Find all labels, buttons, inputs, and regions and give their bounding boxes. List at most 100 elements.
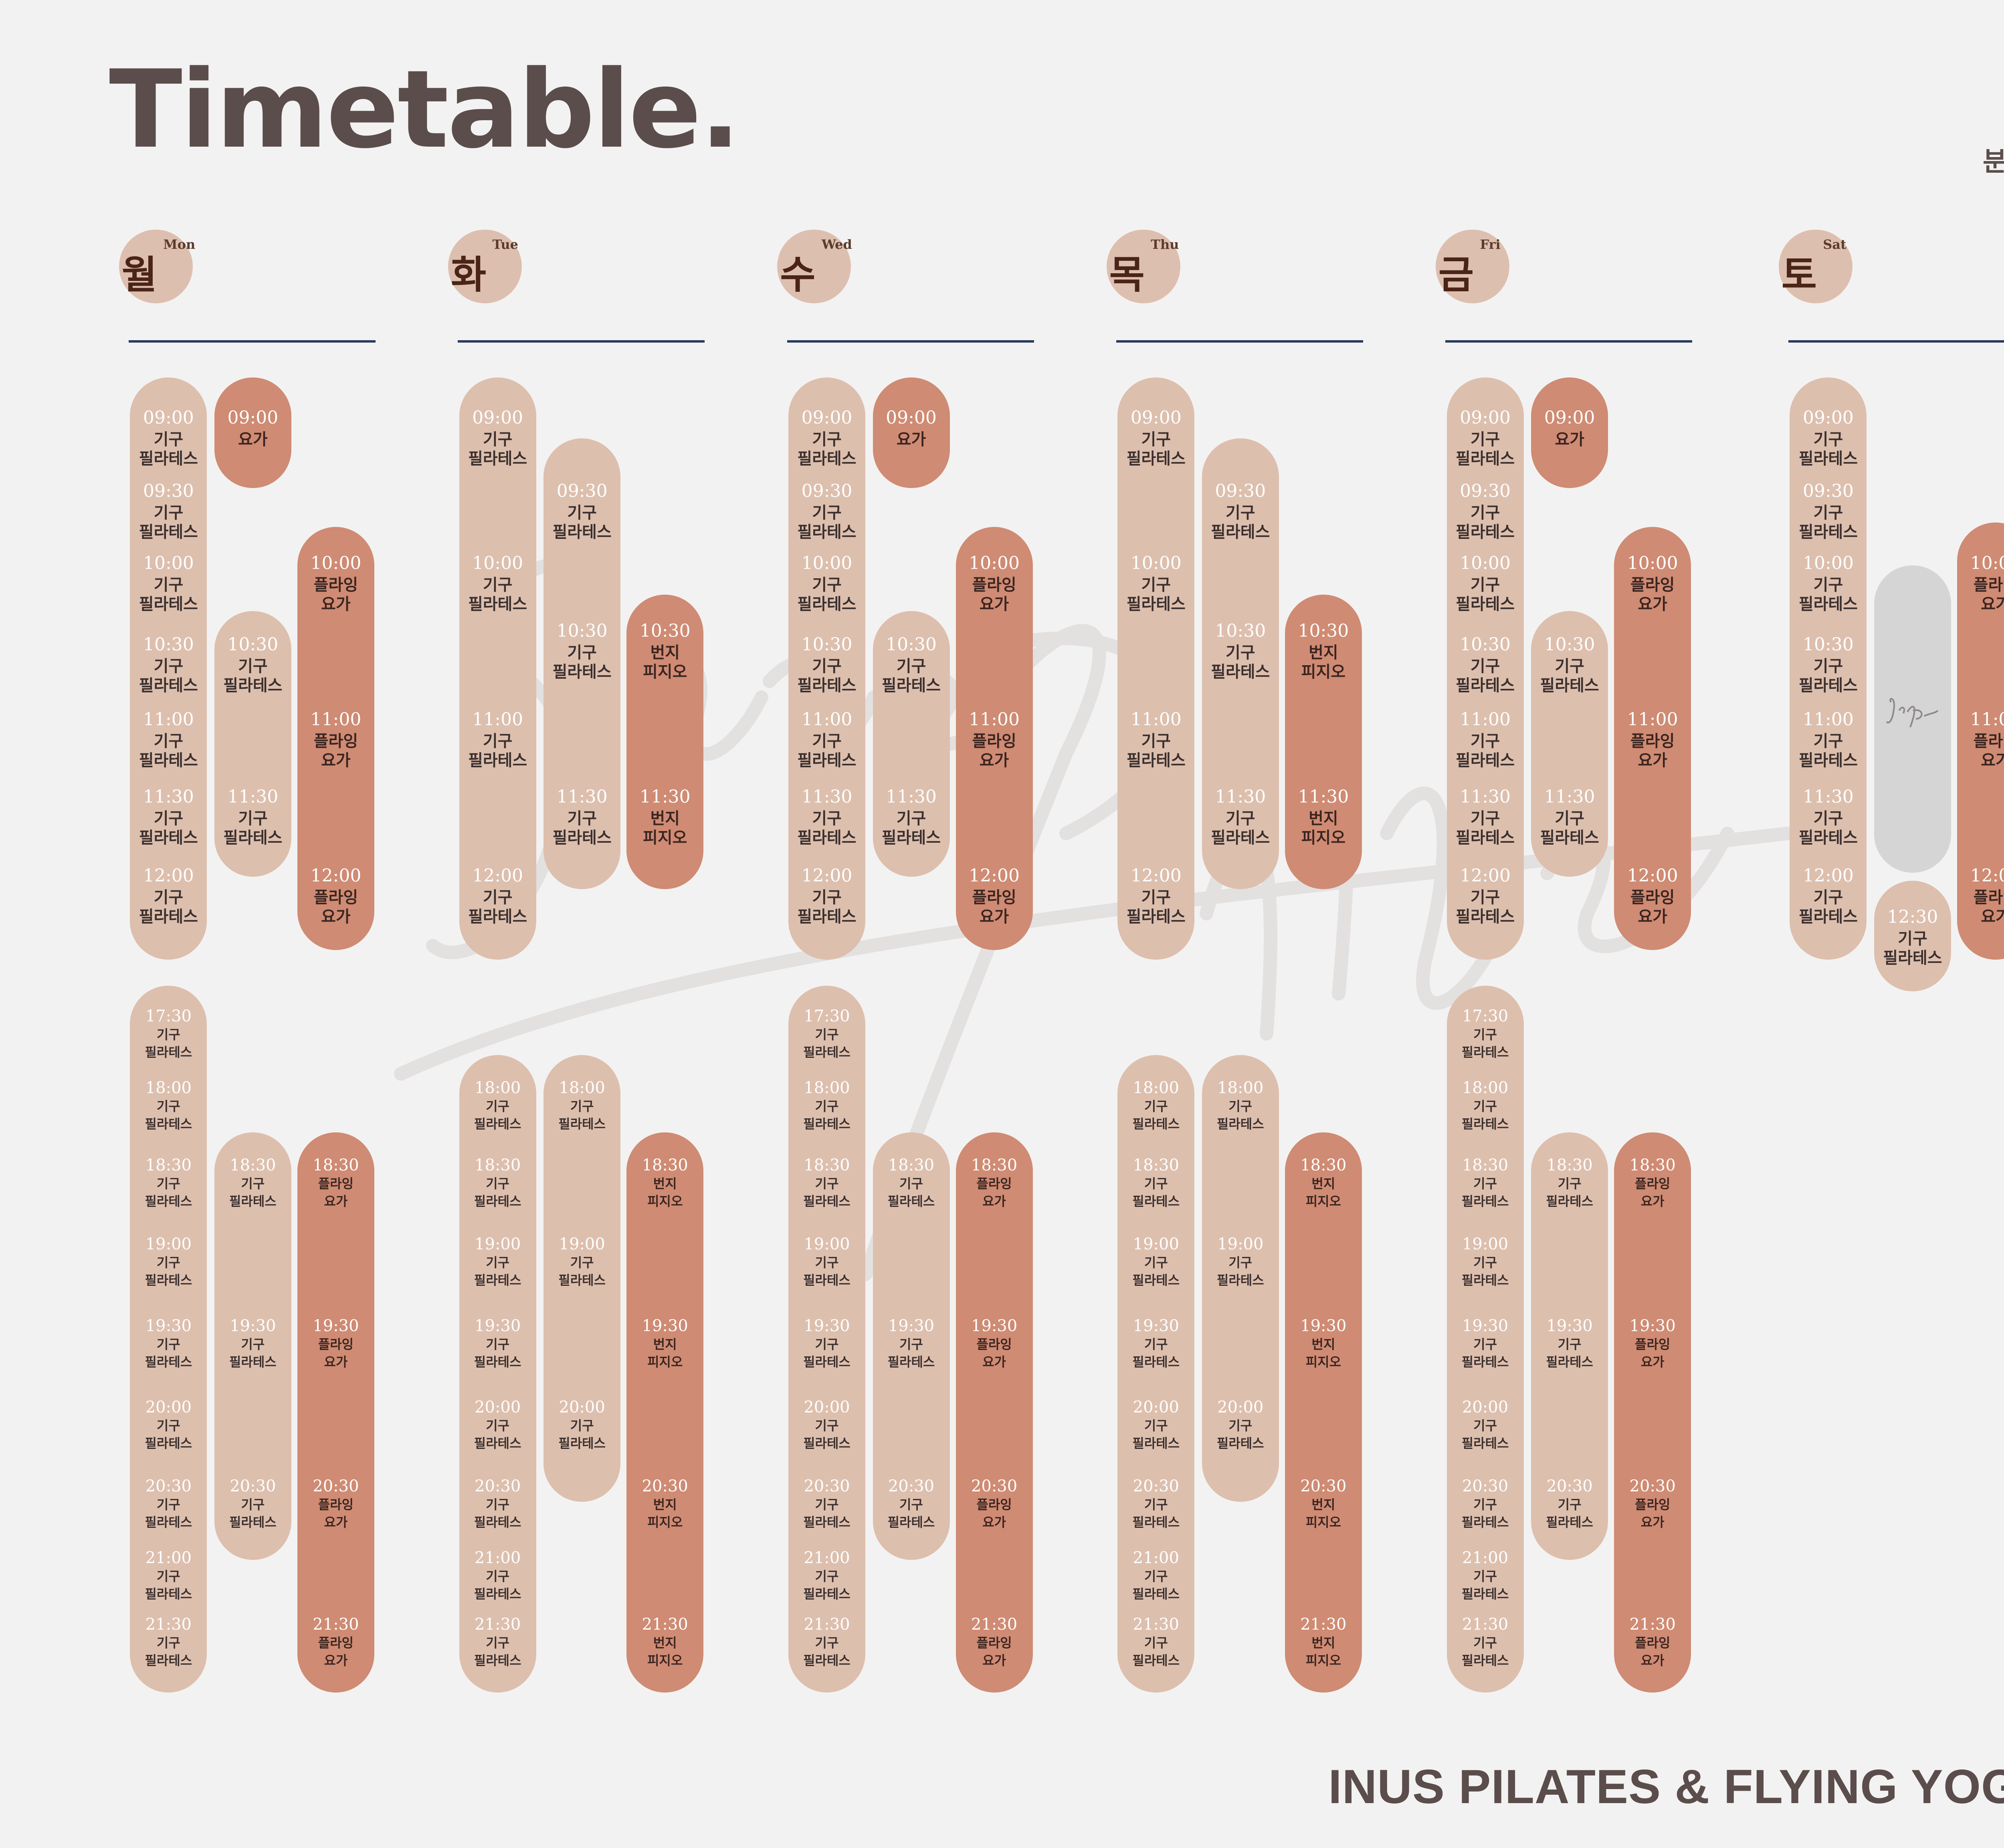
class-entry[interactable]: 20:30 번지 피지오: [626, 1478, 703, 1531]
class-entry[interactable]: 18:30 기구 필라테스: [1447, 1157, 1524, 1210]
class-entry[interactable]: 10:30 기구 필라테스: [788, 636, 865, 695]
class-entry[interactable]: 11:00 기구 필라테스: [1447, 710, 1524, 770]
class-entry[interactable]: 21:30 번지 피지오: [1285, 1616, 1362, 1669]
class-entry[interactable]: 19:00 기구 필라테스: [543, 1236, 620, 1289]
class-entry[interactable]: 18:00 기구 필라테스: [788, 1080, 865, 1133]
class-entry[interactable]: 18:00 기구 필라테스: [1117, 1080, 1194, 1133]
class-entry[interactable]: 19:00 기구 필라테스: [130, 1236, 207, 1289]
class-entry[interactable]: 18:30 기구 필라테스: [214, 1157, 291, 1210]
class-entry[interactable]: 18:30 플라잉 요가: [1614, 1157, 1691, 1210]
class-entry[interactable]: 12:00 기구 필라테스: [1117, 867, 1194, 926]
class-entry[interactable]: 21:30 기구 필라테스: [459, 1616, 536, 1669]
class-entry[interactable]: 11:30 기구 필라테스: [1531, 788, 1608, 847]
class-entry[interactable]: 10:30 기구 필라테스: [214, 636, 291, 695]
class-entry[interactable]: 10:00 기구 필라테스: [1447, 554, 1524, 614]
class-entry[interactable]: 20:30 플라잉 요가: [956, 1478, 1033, 1531]
class-entry[interactable]: 17:30 기구 필라테스: [788, 1008, 865, 1061]
class-entry[interactable]: 10:30 기구 필라테스: [1531, 636, 1608, 695]
class-entry[interactable]: 20:00 기구 필라테스: [459, 1399, 536, 1452]
class-entry[interactable]: 11:30 번지 피지오: [626, 788, 703, 847]
class-entry[interactable]: 10:30 번지 피지오: [626, 622, 703, 682]
class-entry[interactable]: 20:00 기구 필라테스: [1447, 1399, 1524, 1452]
class-entry[interactable]: 20:00 기구 필라테스: [1202, 1399, 1279, 1452]
class-entry[interactable]: 10:30 번지 피지오: [1285, 622, 1362, 682]
class-entry[interactable]: 09:00 기구 필라테스: [130, 409, 207, 468]
class-entry[interactable]: 19:30 기구 필라테스: [130, 1318, 207, 1371]
class-entry[interactable]: 09:00 요가: [1531, 409, 1608, 449]
class-entry[interactable]: 10:30 기구 필라테스: [873, 636, 950, 695]
class-entry[interactable]: 11:00 기구 필라테스: [788, 710, 865, 770]
class-entry[interactable]: 19:00 기구 필라테스: [1117, 1236, 1194, 1289]
class-entry[interactable]: 09:00 기구 필라테스: [788, 409, 865, 468]
class-entry[interactable]: 21:30 기구 필라테스: [130, 1616, 207, 1669]
class-entry[interactable]: 11:30 기구 필라테스: [1790, 788, 1867, 847]
class-entry[interactable]: 09:00 기구 필라테스: [1117, 409, 1194, 468]
class-entry[interactable]: 19:30 플라잉 요가: [1614, 1318, 1691, 1371]
class-entry[interactable]: 21:30 기구 필라테스: [1117, 1616, 1194, 1669]
class-entry[interactable]: 11:30 번지 피지오: [1285, 788, 1362, 847]
class-entry[interactable]: 10:30 기구 필라테스: [543, 622, 620, 682]
class-entry[interactable]: 20:30 기구 필라테스: [788, 1478, 865, 1531]
class-entry[interactable]: 18:00 기구 필라테스: [1447, 1080, 1524, 1133]
class-entry[interactable]: 09:00 기구 필라테스: [459, 409, 536, 468]
class-entry[interactable]: 20:30 플라잉 요가: [1614, 1478, 1691, 1531]
class-entry[interactable]: 20:30 기구 필라테스: [214, 1478, 291, 1531]
class-entry[interactable]: 10:00 기구 필라테스: [1117, 554, 1194, 614]
class-entry[interactable]: 21:30 기구 필라테스: [788, 1616, 865, 1669]
class-entry[interactable]: 21:30 번지 피지오: [626, 1616, 703, 1669]
class-entry[interactable]: 20:30 기구 필라테스: [1531, 1478, 1608, 1531]
class-entry[interactable]: 18:00 기구 필라테스: [459, 1080, 536, 1133]
class-entry[interactable]: 10:30 기구 필라테스: [1790, 636, 1867, 695]
class-entry[interactable]: 09:30 기구 필라테스: [1790, 482, 1867, 542]
class-entry[interactable]: 09:00 요가: [873, 409, 950, 449]
class-entry[interactable]: 19:00 기구 필라테스: [788, 1236, 865, 1289]
class-entry[interactable]: 18:30 플라잉 요가: [956, 1157, 1033, 1210]
class-entry[interactable]: 21:30 기구 필라테스: [1447, 1616, 1524, 1669]
class-entry[interactable]: 10:30 기구 필라테스: [1202, 622, 1279, 682]
class-entry[interactable]: 20:00 기구 필라테스: [788, 1399, 865, 1452]
class-entry[interactable]: 19:00 기구 필라테스: [1202, 1236, 1279, 1289]
class-entry[interactable]: 12:00 기구 필라테스: [459, 867, 536, 926]
class-entry[interactable]: 09:30 기구 필라테스: [543, 482, 620, 542]
class-entry[interactable]: 18:30 기구 필라테스: [130, 1157, 207, 1210]
class-entry[interactable]: 09:00 기구 필라테스: [1790, 409, 1867, 468]
class-entry[interactable]: 19:30 플라잉 요가: [297, 1318, 374, 1371]
class-entry[interactable]: 18:30 플라잉 요가: [297, 1157, 374, 1210]
class-entry[interactable]: 19:30 기구 필라테스: [873, 1318, 950, 1371]
class-entry[interactable]: 19:30 번지 피지오: [1285, 1318, 1362, 1371]
class-entry[interactable]: 19:30 기구 필라테스: [1531, 1318, 1608, 1371]
class-entry[interactable]: 21:00 기구 필라테스: [459, 1550, 536, 1603]
class-entry[interactable]: 21:00 기구 필라테스: [130, 1550, 207, 1603]
class-entry[interactable]: 10:30 기구 필라테스: [130, 636, 207, 695]
class-entry[interactable]: 10:00 기구 필라테스: [130, 554, 207, 614]
class-entry[interactable]: 10:00 기구 필라테스: [1790, 554, 1867, 614]
class-entry[interactable]: 19:30 기구 필라테스: [1117, 1318, 1194, 1371]
class-entry[interactable]: 12:00 기구 필라테스: [130, 867, 207, 926]
class-entry[interactable]: 18:30 번지 피지오: [1285, 1157, 1362, 1210]
class-entry[interactable]: 10:30 기구 필라테스: [1447, 636, 1524, 695]
class-entry[interactable]: 18:30 기구 필라테스: [1117, 1157, 1194, 1210]
class-entry[interactable]: 19:30 기구 필라테스: [214, 1318, 291, 1371]
class-entry[interactable]: 21:00 기구 필라테스: [1447, 1550, 1524, 1603]
class-entry[interactable]: 11:30 기구 필라테스: [1202, 788, 1279, 847]
class-entry[interactable]: 20:30 기구 필라테스: [1447, 1478, 1524, 1531]
class-entry[interactable]: 21:30 플라잉 요가: [297, 1616, 374, 1669]
class-entry[interactable]: 20:30 기구 필라테스: [130, 1478, 207, 1531]
class-entry[interactable]: 11:30 기구 필라테스: [873, 788, 950, 847]
class-entry[interactable]: 20:30 번지 피지오: [1285, 1478, 1362, 1531]
class-entry[interactable]: 11:30 기구 필라테스: [543, 788, 620, 847]
class-entry[interactable]: 12:00 기구 필라테스: [1790, 867, 1867, 926]
class-entry[interactable]: 18:00 기구 필라테스: [1202, 1080, 1279, 1133]
class-entry[interactable]: 20:00 기구 필라테스: [543, 1399, 620, 1452]
class-entry[interactable]: 19:30 번지 피지오: [626, 1318, 703, 1371]
class-entry[interactable]: 21:30 플라잉 요가: [1614, 1616, 1691, 1669]
class-entry[interactable]: 11:30 기구 필라테스: [214, 788, 291, 847]
